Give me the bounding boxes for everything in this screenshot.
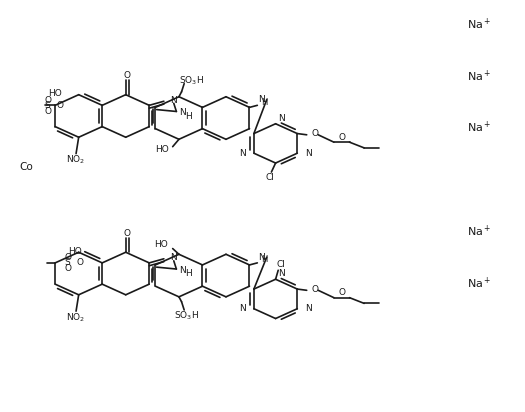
Text: N: N — [239, 304, 246, 313]
Text: N: N — [278, 114, 285, 123]
Text: N: N — [305, 304, 312, 313]
Text: SO$_3$H: SO$_3$H — [180, 75, 205, 87]
Text: Co: Co — [19, 162, 33, 172]
Text: O: O — [338, 288, 345, 297]
Text: HO: HO — [155, 145, 169, 154]
Text: H: H — [185, 112, 192, 121]
Text: HO: HO — [154, 240, 167, 249]
Text: N: N — [170, 96, 177, 105]
Text: H: H — [261, 255, 268, 264]
Text: H: H — [185, 269, 192, 279]
Text: N: N — [239, 149, 246, 158]
Text: O: O — [56, 101, 63, 110]
Text: O: O — [65, 253, 71, 262]
Text: Cl: Cl — [266, 173, 275, 182]
Text: Na$^+$: Na$^+$ — [467, 16, 491, 32]
Text: O: O — [65, 264, 71, 273]
Text: O: O — [124, 229, 131, 237]
Text: HO: HO — [48, 89, 62, 98]
Text: Na$^+$: Na$^+$ — [467, 68, 491, 84]
Text: O: O — [45, 107, 52, 115]
Text: H: H — [261, 98, 268, 107]
Text: O: O — [45, 96, 52, 105]
Text: O: O — [338, 133, 345, 142]
Text: Na$^+$: Na$^+$ — [467, 120, 491, 136]
Text: SO$_3$H: SO$_3$H — [174, 310, 200, 322]
Text: N: N — [170, 253, 177, 262]
Text: Na$^+$: Na$^+$ — [467, 224, 491, 239]
Text: O: O — [76, 258, 83, 267]
Text: N: N — [179, 266, 186, 275]
Text: N: N — [179, 108, 186, 117]
Text: N: N — [258, 253, 265, 262]
Text: O: O — [312, 129, 319, 138]
Text: NO$_2$: NO$_2$ — [66, 311, 86, 323]
Text: N: N — [305, 149, 312, 158]
Text: N: N — [258, 95, 265, 104]
Text: S: S — [45, 101, 50, 110]
Text: Na$^+$: Na$^+$ — [467, 276, 491, 291]
Text: O: O — [312, 285, 319, 294]
Text: NO$_2$: NO$_2$ — [66, 154, 86, 166]
Text: O: O — [124, 71, 131, 80]
Text: S: S — [65, 258, 70, 267]
Text: N: N — [278, 269, 285, 279]
Text: HO: HO — [68, 247, 82, 256]
Text: Cl: Cl — [276, 260, 285, 269]
